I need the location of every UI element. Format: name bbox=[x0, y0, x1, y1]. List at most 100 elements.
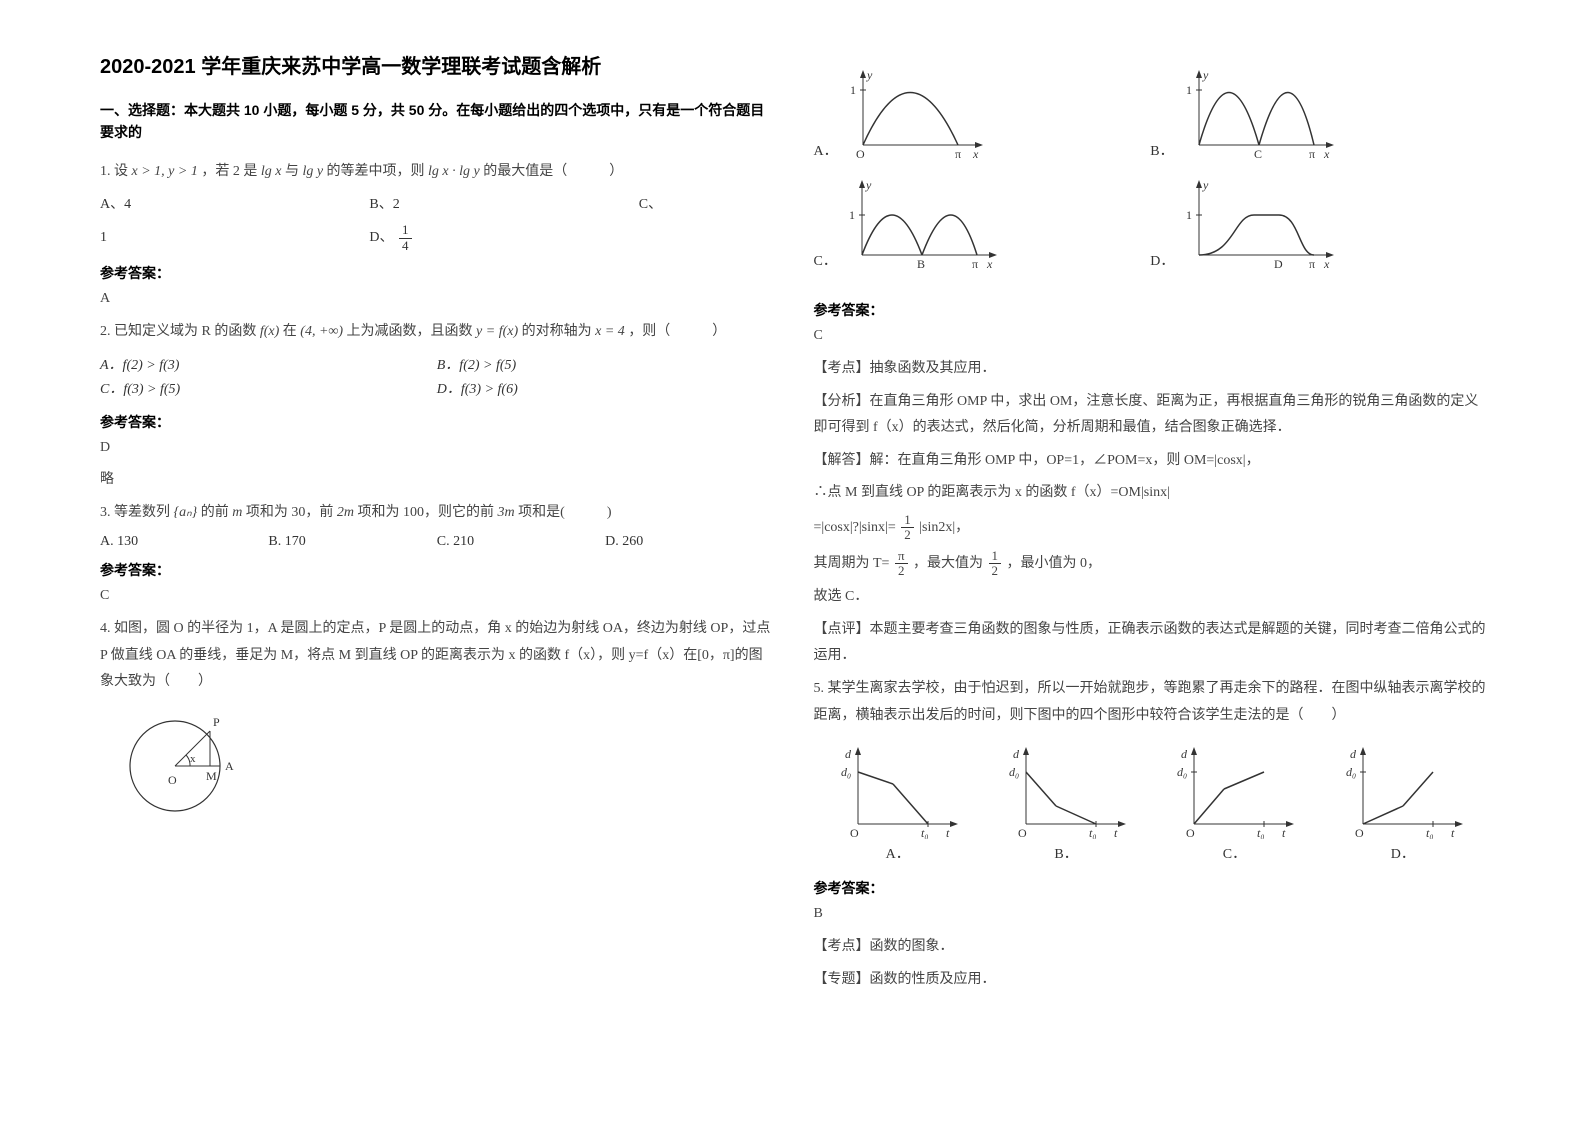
q5a-t0: t₀ bbox=[921, 826, 929, 839]
doc-title: 2020-2021 学年重庆来苏中学高一数学理联考试题含解析 bbox=[100, 50, 774, 79]
q4-exp-6b: ，最大值为 bbox=[913, 556, 983, 571]
q4-exp-6a: 其周期为 T= bbox=[814, 556, 890, 571]
q4d-x: x bbox=[1323, 257, 1330, 270]
q4c-one: 1 bbox=[849, 208, 855, 222]
question-3: 3. 等差数列 {aₙ} 的前 m 项和为 30，前 2m 项和为 100，则它… bbox=[100, 500, 774, 527]
q4-frac2-den: 2 bbox=[895, 564, 908, 578]
q5-graph-c-svg: d d₀ O t₀ t bbox=[1169, 744, 1299, 839]
q4-exp-5: =|cosx|?|sinx|= 1 2 |sin2x|， bbox=[814, 513, 1488, 543]
q4-circle-diagram: O M A P x bbox=[120, 706, 774, 816]
q1-stem-d: 的等差中项，则 bbox=[327, 164, 425, 179]
q4b-x: x bbox=[1323, 147, 1330, 160]
q1-stem-b: ，若 2 是 bbox=[201, 164, 257, 179]
q4-graph-b-label: B． bbox=[1150, 140, 1173, 160]
q1-opt-c: C、 bbox=[639, 193, 774, 213]
q4-label-o: O bbox=[168, 773, 177, 787]
q4c-y: y bbox=[865, 178, 872, 192]
q1-lgxy: lg x · lg y bbox=[428, 164, 480, 179]
q1-stem-e: 的最大值是（ ） bbox=[483, 164, 623, 179]
question-2: 2. 已知定义域为 R 的函数 f(x) 在 (4, +∞) 上为减函数，且函数… bbox=[100, 319, 774, 346]
q5b-d0: d₀ bbox=[1009, 765, 1019, 779]
q5-b-label: B． bbox=[1054, 843, 1077, 863]
q4-graph-b-cell: B． 1 y C π x bbox=[1150, 65, 1487, 160]
q5-graph-a-svg: d d₀ O t₀ t bbox=[833, 744, 963, 839]
q5c-d: d bbox=[1181, 747, 1188, 761]
q5-graph-b: d d₀ O t₀ t B． bbox=[982, 744, 1150, 863]
q5c-d0: d₀ bbox=[1177, 765, 1187, 779]
q2-stem-a: 2. 已知定义域为 R 的函数 bbox=[100, 324, 256, 339]
q5-graph-d-svg: d d₀ O t₀ t bbox=[1338, 744, 1468, 839]
q2-note: 略 bbox=[100, 468, 774, 488]
q4-frac2-num: π bbox=[895, 549, 908, 564]
q3-opt-a: A. 130 bbox=[100, 534, 268, 550]
q4-exp-frac3: 1 2 bbox=[989, 549, 1002, 579]
q3-stem-b: 的前 bbox=[201, 505, 229, 520]
q5d-d: d bbox=[1350, 747, 1357, 761]
q4b-pi: π bbox=[1309, 147, 1315, 160]
q5a-o: O bbox=[850, 826, 859, 839]
q3-answer-label: 参考答案： bbox=[100, 560, 774, 580]
q4-graph-c-svg: 1 y B π x bbox=[837, 175, 1007, 270]
q5b-t: t bbox=[1114, 826, 1118, 839]
q3-m3: 3m bbox=[498, 505, 515, 520]
q1-frac-num: 1 bbox=[399, 223, 412, 238]
q1-opt-d: D、 1 4 bbox=[369, 223, 638, 253]
q5c-o: O bbox=[1186, 826, 1195, 839]
q1-answer-label: 参考答案： bbox=[100, 263, 774, 283]
q1-frac: 1 4 bbox=[399, 223, 412, 253]
q2-stem-c: 上为减函数，且函数 bbox=[347, 324, 473, 339]
q1-opt-c2: 1 bbox=[100, 230, 369, 246]
q3-m2: 2m bbox=[337, 505, 354, 520]
q4c-mark: B bbox=[917, 257, 925, 270]
q4b-mark: C bbox=[1254, 147, 1262, 160]
q5d-o: O bbox=[1355, 826, 1364, 839]
q4d-pi: π bbox=[1309, 257, 1315, 270]
q5-answer-label: 参考答案： bbox=[814, 878, 1488, 898]
q4-label-p: P bbox=[213, 715, 220, 729]
q2-opt-b: B．f(2) > f(5) bbox=[437, 354, 774, 374]
q5-graph-a: d d₀ O t₀ t A． bbox=[814, 744, 982, 863]
q2-answer-label: 参考答案： bbox=[100, 412, 774, 432]
q3-opt-b: B. 170 bbox=[268, 534, 436, 550]
q4b-y: y bbox=[1202, 68, 1209, 82]
question-1: 1. 设 x > 1, y > 1 ，若 2 是 lg x 与 lg y 的等差… bbox=[100, 159, 774, 186]
q4-exp-7: 故选 C． bbox=[814, 584, 1488, 611]
q4-graph-a-cell: A． 1 y O π x bbox=[814, 65, 1151, 160]
q5c-t0: t₀ bbox=[1257, 826, 1265, 839]
q5-exp-2: 【专题】函数的性质及应用． bbox=[814, 967, 1488, 994]
right-column: A． 1 y O π x B． bbox=[794, 50, 1508, 1072]
q5d-d0: d₀ bbox=[1346, 765, 1356, 779]
q1-opt-b: B、2 bbox=[369, 193, 638, 213]
q5-d-label: D． bbox=[1391, 843, 1415, 863]
q4-exp-1: 【考点】抽象函数及其应用． bbox=[814, 356, 1488, 383]
q5-c-label: C． bbox=[1223, 843, 1246, 863]
q3-stem-c: 项和为 30，前 bbox=[246, 505, 334, 520]
q2-stem-b: 在 bbox=[283, 324, 297, 339]
section-1-head: 一、选择题：本大题共 10 小题，每小题 5 分，共 50 分。在每小题给出的四… bbox=[100, 99, 774, 144]
q4-circle-svg: O M A P x bbox=[120, 706, 260, 816]
question-4: 4. 如图，圆 O 的半径为 1，A 是圆上的定点，P 是圆上的动点，角 x 的… bbox=[100, 616, 774, 696]
q2-yfx: y = f(x) bbox=[476, 324, 518, 339]
q4a-pi: π bbox=[955, 147, 961, 160]
q4-graph-a-svg: 1 y O π x bbox=[838, 65, 988, 160]
q4-exp-5b: |sin2x|， bbox=[919, 520, 969, 535]
q2-opt-d: D．f(3) > f(6) bbox=[437, 378, 774, 398]
q2-stem-e: ，则（ ） bbox=[628, 324, 726, 339]
q4-graph-d-svg: 1 y D π x bbox=[1174, 175, 1344, 270]
q5b-d: d bbox=[1013, 747, 1020, 761]
q2-x4: x = 4 bbox=[595, 324, 625, 339]
q1-opt-d-label: D、 bbox=[369, 230, 393, 245]
q2-fx: f(x) bbox=[260, 324, 279, 339]
q4-exp-4: ∴点 M 到直线 OP 的距离表示为 x 的函数 f（x）=OM|sinx| bbox=[814, 480, 1488, 507]
q4-exp-6c: ，最小值为 0， bbox=[1007, 556, 1102, 571]
q4-frac1-den: 2 bbox=[901, 528, 914, 542]
q4-answer: C bbox=[814, 328, 1488, 344]
q2-opt-c: C．f(3) > f(5) bbox=[100, 378, 437, 398]
q4-frac1-num: 1 bbox=[901, 513, 914, 528]
q4b-one: 1 bbox=[1186, 83, 1192, 97]
q5c-t: t bbox=[1282, 826, 1286, 839]
q1-options: A、4 B、2 C、 1 D、 1 4 bbox=[100, 193, 774, 253]
q4-exp-frac2: π 2 bbox=[895, 549, 908, 579]
q5-answer: B bbox=[814, 906, 1488, 922]
svg-text:O: O bbox=[856, 147, 865, 160]
